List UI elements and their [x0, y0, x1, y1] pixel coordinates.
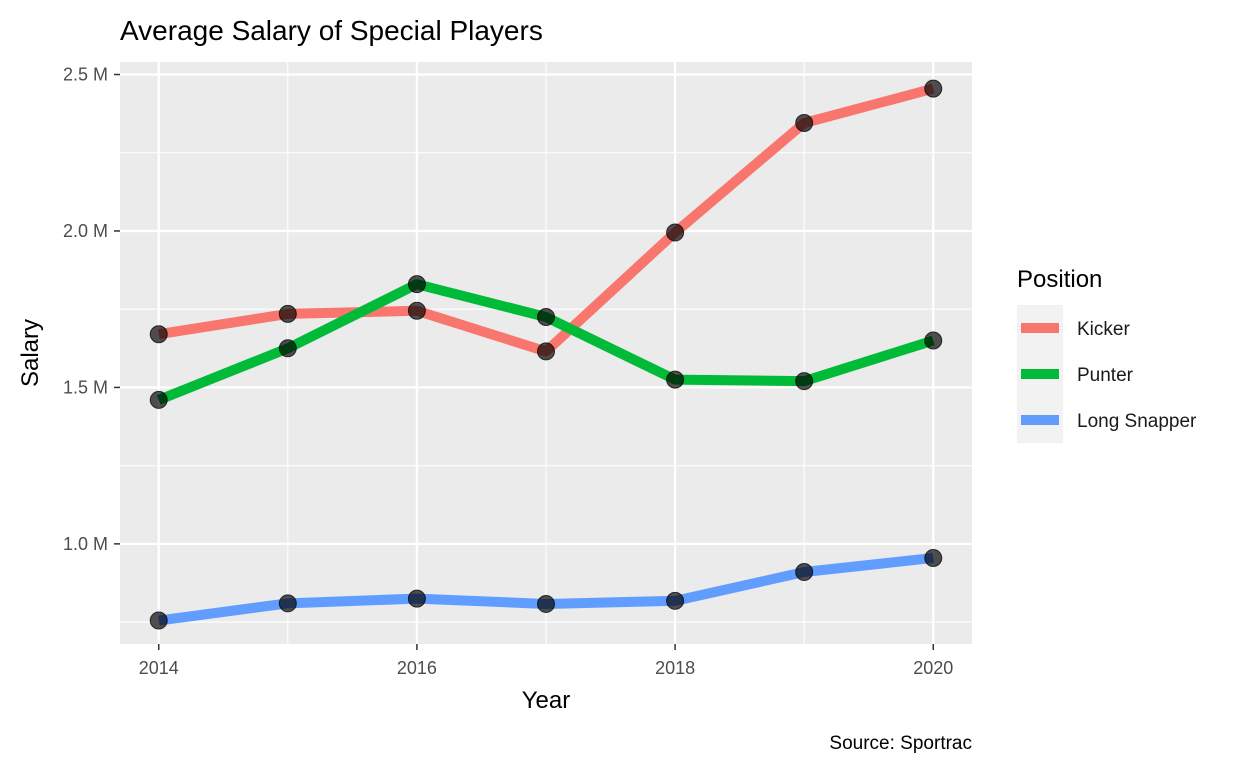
- y-tick-label: 1.5 M: [63, 377, 108, 397]
- x-axis-title: Year: [522, 687, 571, 714]
- source-caption: Source: Sportrac: [829, 733, 972, 754]
- data-point-long-snapper: [666, 591, 685, 610]
- data-point-punter: [278, 339, 297, 358]
- data-point-kicker: [537, 342, 555, 361]
- data-point-punter: [407, 275, 426, 294]
- data-point-long-snapper: [149, 611, 168, 630]
- x-tick-label: 2014: [139, 658, 179, 678]
- data-point-long-snapper: [924, 548, 943, 567]
- data-point-long-snapper: [537, 594, 555, 613]
- grid: [120, 62, 972, 644]
- y-tick-label: 2.0 M: [63, 221, 108, 241]
- chart-title: Average Salary of Special Players: [120, 15, 543, 46]
- axes: 1.0 M 1.5 M 2.0 M 2.5 M 2014 2016 2018 2020: [63, 65, 953, 678]
- data-point-kicker: [666, 223, 685, 242]
- x-tick-label: 2018: [655, 658, 695, 678]
- x-tick-label: 2016: [397, 658, 437, 678]
- data-point-kicker: [149, 325, 168, 344]
- legend-title: Position: [1017, 266, 1102, 293]
- legend: Position Kicker Punter Long Snapper: [1017, 266, 1197, 443]
- data-point-long-snapper: [278, 594, 297, 613]
- y-tick-label: 2.5 M: [63, 65, 108, 85]
- data-point-punter: [795, 372, 814, 391]
- data-point-punter: [149, 390, 168, 409]
- data-point-punter: [666, 370, 685, 389]
- legend-item-punter: Punter: [1017, 351, 1134, 397]
- data-point-punter: [537, 308, 555, 327]
- legend-label: Kicker: [1077, 319, 1130, 340]
- data-point-kicker: [407, 301, 426, 320]
- data-points: [149, 79, 943, 630]
- legend-items: Kicker Punter Long Snapper: [1017, 305, 1197, 443]
- data-point-kicker: [795, 114, 814, 133]
- data-point-punter: [924, 331, 943, 350]
- legend-label: Long Snapper: [1077, 411, 1197, 432]
- x-tick-label: 2020: [913, 658, 953, 678]
- y-axis-title: Salary: [17, 319, 44, 387]
- legend-label: Punter: [1077, 365, 1134, 386]
- data-point-kicker: [924, 79, 943, 98]
- legend-item-long-snapper: Long Snapper: [1017, 397, 1197, 443]
- legend-item-kicker: Kicker: [1017, 305, 1130, 351]
- data-point-long-snapper: [795, 563, 814, 582]
- data-point-kicker: [278, 304, 297, 323]
- y-tick-label: 1.0 M: [63, 534, 108, 554]
- data-point-long-snapper: [407, 589, 426, 608]
